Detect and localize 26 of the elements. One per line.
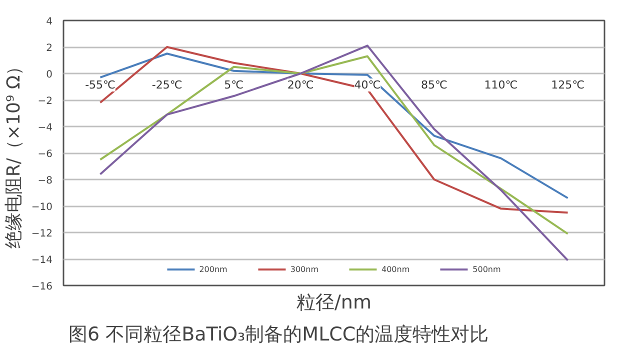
legend-label: 200nm xyxy=(199,264,228,274)
y-tick-label: −12 xyxy=(31,228,53,240)
legend-label: 300nm xyxy=(290,264,318,274)
y-tick-label: −4 xyxy=(38,122,53,134)
x-axis-title: 粒径/nm xyxy=(296,292,372,314)
y-tick-label: 2 xyxy=(46,43,53,54)
x-tick-label: 125℃ xyxy=(551,78,584,92)
y-tick-label: −8 xyxy=(38,176,53,186)
x-tick-label: 5℃ xyxy=(224,78,244,92)
y-tick-label: −14 xyxy=(31,255,53,266)
x-tick-label: -25℃ xyxy=(152,78,182,92)
y-tick-label: 0 xyxy=(46,70,53,80)
x-tick-label: 110℃ xyxy=(484,78,518,92)
x-tick-label: 85℃ xyxy=(421,78,448,92)
y-tick-label: −6 xyxy=(38,149,53,160)
y-tick-label: −10 xyxy=(31,202,53,213)
y-tick-label: 4 xyxy=(46,16,53,28)
x-tick-label: 20℃ xyxy=(287,78,314,92)
y-axis-title: 绝缘电阻R/（×10⁹ Ω） xyxy=(3,57,24,249)
caption: 图6 不同粒径BaTiO₃制备的MLCC的温度特性对比 xyxy=(68,324,489,346)
legend-label: 500nm xyxy=(472,264,501,274)
x-tick-label: -55℃ xyxy=(85,78,116,92)
y-tick-label: −2 xyxy=(38,96,53,107)
y-tick-label: −16 xyxy=(31,282,53,292)
x-tick-label: 40℃ xyxy=(354,78,381,92)
legend-label: 400nm xyxy=(382,264,410,274)
